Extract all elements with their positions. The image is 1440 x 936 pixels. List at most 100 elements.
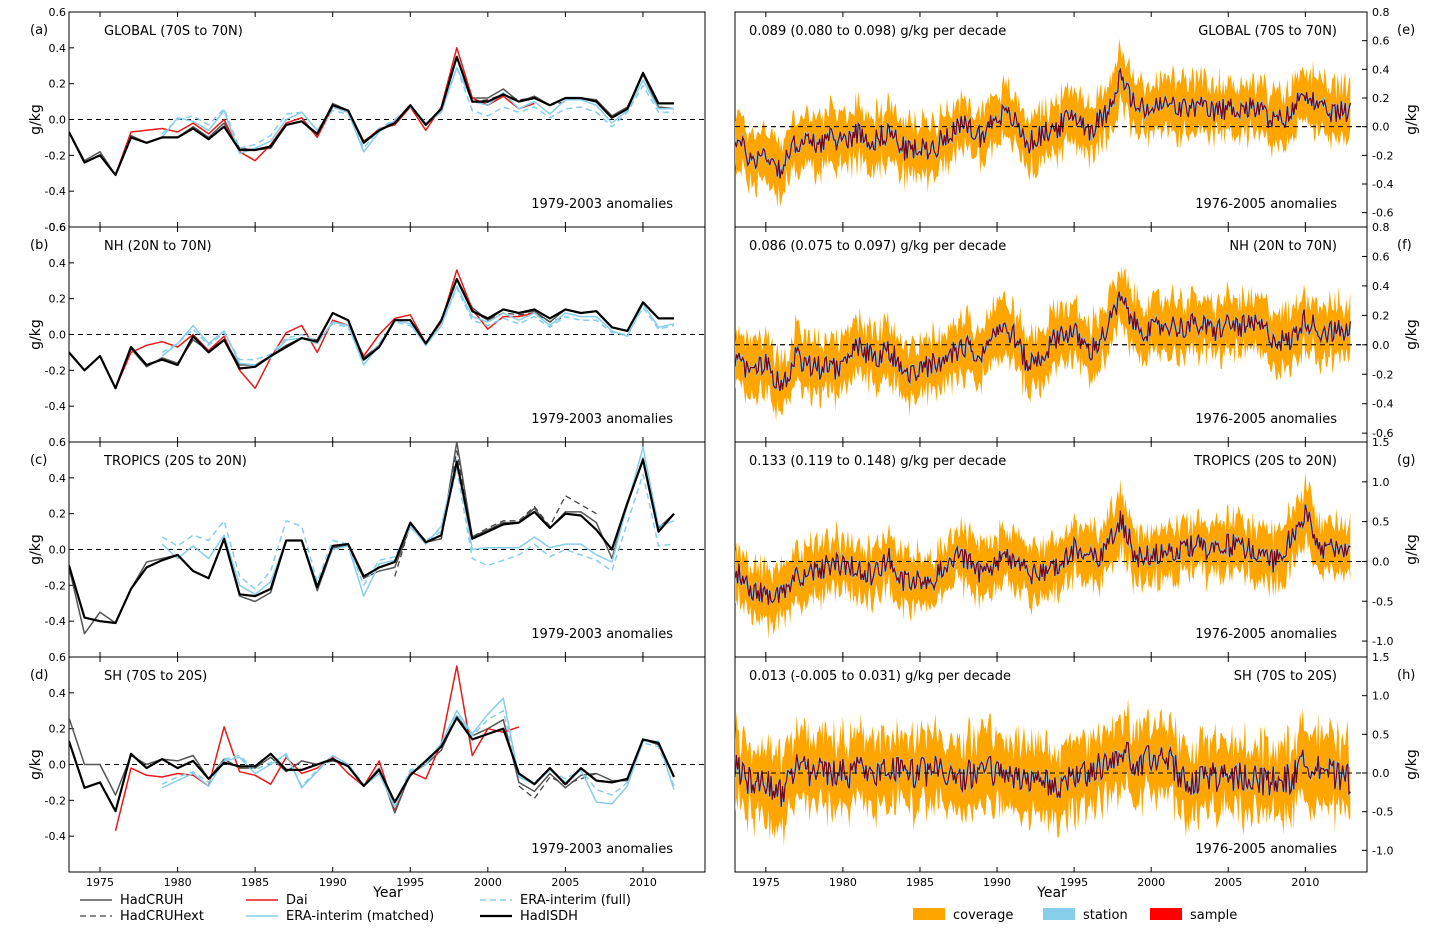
panel-annotation: 1976-2005 anomalies <box>1195 197 1337 212</box>
right-panel-0: 0.8 0.6 0.4 0.2 0.0 -0.2 -0.4 -0.6 0.089 (0.080 … <box>734 6 1420 228</box>
y-tick-label: 0.4 <box>1372 280 1390 293</box>
panel-title: TROPICS (20S to 20N) <box>1193 454 1337 469</box>
y-tick-label: -0.5 <box>1372 806 1393 819</box>
y-tick-label: 0.4 <box>1372 63 1390 76</box>
y-tick-label: 1.5 <box>1372 436 1390 449</box>
legend-swatch <box>913 908 945 920</box>
y-tick-label: 0.4 <box>49 472 67 485</box>
legend-label: sample <box>1190 908 1237 923</box>
panel-title: TROPICS (20S to 20N) <box>103 454 247 469</box>
legend-label: coverage <box>953 908 1013 923</box>
series-group <box>735 266 1352 422</box>
panel-letter: (f) <box>1397 238 1412 253</box>
y-tick-label: -0.2 <box>45 364 66 377</box>
legend-item: coverage <box>913 908 1013 923</box>
legend-label: ERA-interim (full) <box>520 893 631 908</box>
y-tick-label: 0.0 <box>49 759 67 772</box>
x-tick-label: 1990 <box>319 876 347 889</box>
series-line <box>161 287 675 363</box>
left-panel-3: 0.6 0.4 0.2 0.0 -0.2 -0.4 1975 1980 1985 1990 1995… <box>28 651 706 889</box>
y-tick-label: -0.4 <box>45 830 66 843</box>
y-tick-label: -0.6 <box>45 221 66 234</box>
series-line <box>161 468 675 590</box>
x-tick-label: 1975 <box>752 876 780 889</box>
series-line <box>161 697 675 809</box>
x-tick-label: 2000 <box>474 876 502 889</box>
legend-swatch <box>1043 908 1075 920</box>
y-tick-label: 0.2 <box>49 293 67 306</box>
trend-text: 0.013 (-0.005 to 0.031) g/kg per decade <box>749 669 1011 684</box>
legend-label: station <box>1083 908 1128 923</box>
y-tick-label: -0.4 <box>45 400 66 413</box>
panel-title: GLOBAL (70S to 70N) <box>1198 24 1337 39</box>
trend-text: 0.089 (0.080 to 0.098) g/kg per decade <box>749 24 1006 39</box>
legend-item: ERA-interim (matched) <box>246 909 434 924</box>
y-tick-label: -0.2 <box>45 579 66 592</box>
series-line <box>471 310 566 323</box>
y-tick-label: 0.0 <box>49 329 67 342</box>
y-tick-label: 0.6 <box>49 221 67 234</box>
y-tick-label: 0.0 <box>1372 555 1390 568</box>
x-axis-label: Year <box>1036 885 1067 901</box>
y-tick-label: 0.4 <box>49 687 67 700</box>
y-tick-label: 0.6 <box>1372 35 1390 48</box>
y-axis-label: g/kg <box>1404 749 1420 780</box>
series-line <box>69 716 676 813</box>
series-line <box>161 66 674 149</box>
x-tick-label: 2010 <box>629 876 657 889</box>
series-line <box>394 450 597 577</box>
right-panel-3: 1.5 1.0 0.5 0.0 -0.5 -1.0 1975 1980 1985 1990 1995… <box>734 651 1420 889</box>
y-tick-label: 0.0 <box>49 114 67 127</box>
y-tick-label: -0.5 <box>1372 595 1393 608</box>
panel-letter: (a) <box>30 23 48 38</box>
panel-title: SH (70S to 20S) <box>1234 669 1337 684</box>
coverage-band <box>735 471 1351 640</box>
y-tick-label: 1.0 <box>1372 476 1390 489</box>
y-tick-label: 0.8 <box>1372 221 1390 234</box>
y-tick-label: 0.2 <box>49 508 67 521</box>
series-line <box>114 269 535 390</box>
panel-title: SH (70S to 20S) <box>104 669 207 684</box>
left-panel-0: 0.6 0.4 0.2 0.0 -0.2 -0.4 -0.6 (a) GLOBAL (70S t… <box>28 6 706 234</box>
y-axis-label: g/kg <box>28 749 44 780</box>
y-tick-label: -0.2 <box>45 149 66 162</box>
y-tick-label: -0.4 <box>1372 398 1393 411</box>
y-axis-label: g/kg <box>28 104 44 135</box>
series-line <box>161 446 675 597</box>
legend-item: sample <box>1150 908 1237 923</box>
y-tick-label: 0.8 <box>1372 6 1390 19</box>
panel-title: NH (20N to 70N) <box>104 239 212 254</box>
x-tick-label: 1980 <box>829 876 857 889</box>
y-tick-label: -1.0 <box>1372 635 1393 648</box>
panel-annotation: 1979-2003 anomalies <box>531 627 673 642</box>
y-tick-label: -0.2 <box>1372 368 1393 381</box>
series-line <box>69 277 674 390</box>
hadisdh-line <box>735 741 1351 807</box>
y-tick-label: 0.5 <box>1372 516 1390 529</box>
x-tick-label: 2000 <box>1137 876 1165 889</box>
right-panel-1: 0.8 0.6 0.4 0.2 0.0 -0.2 -0.4 -0.6 0.086 (0.075 … <box>734 221 1420 443</box>
x-tick-label: 1990 <box>983 876 1011 889</box>
y-axis-label: g/kg <box>1404 534 1420 565</box>
legend-label: HadCRUH <box>120 893 183 908</box>
y-tick-label: -0.4 <box>45 615 66 628</box>
y-tick-label: 1.0 <box>1372 690 1390 703</box>
legend-item: HadISDH <box>480 909 578 924</box>
y-tick-label: 0.6 <box>49 651 67 664</box>
hadisdh-line <box>735 291 1351 392</box>
y-tick-label: -0.6 <box>1372 207 1393 220</box>
y-axis-label: g/kg <box>28 534 44 565</box>
y-tick-label: -0.2 <box>1372 149 1393 162</box>
y-tick-label: 0.4 <box>49 257 67 270</box>
series-group <box>69 269 675 390</box>
series-line <box>114 665 520 831</box>
panel-title: NH (20N to 70N) <box>1229 239 1337 254</box>
series-line <box>69 442 675 635</box>
x-tick-label: 1985 <box>241 876 269 889</box>
panel-annotation: 1979-2003 anomalies <box>531 197 673 212</box>
x-tick-label: 2005 <box>1214 876 1242 889</box>
x-tick-label: 1980 <box>164 876 192 889</box>
hadisdh-line <box>735 504 1351 606</box>
series-line <box>69 56 675 176</box>
